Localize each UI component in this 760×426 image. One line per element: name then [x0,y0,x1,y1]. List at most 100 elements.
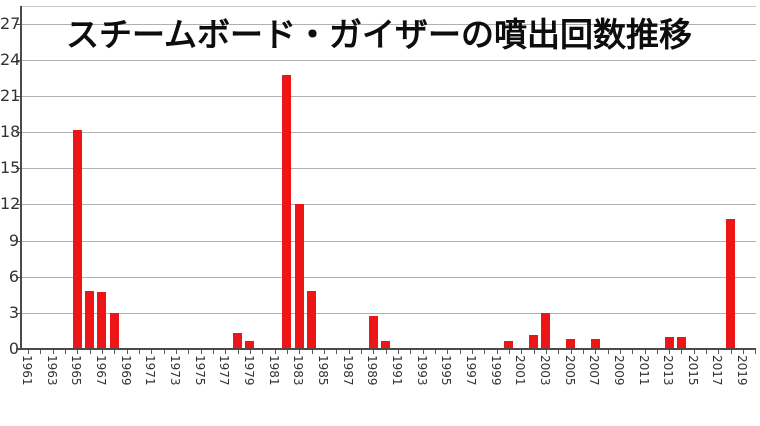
x-axis-label-2003: 2003 [538,355,552,386]
x-axis-label-1977: 1977 [217,355,231,386]
x-axis-label-1985: 1985 [316,355,330,386]
x-axis-tick-1962 [40,350,41,354]
x-axis-label-2005: 2005 [563,355,577,386]
x-axis-tick-2014 [681,350,682,354]
y-axis-label-24: 24 [0,50,21,69]
x-axis-tick-1988 [361,350,362,354]
x-axis-tick-2007 [595,350,596,354]
x-axis-label-2001: 2001 [513,355,527,386]
y-axis-tick-6 [16,277,21,278]
y-axis-label-9: 9 [8,231,19,250]
y-axis-tick-21 [16,96,21,97]
y-axis-tick-18 [16,132,21,133]
bar-1982 [282,75,291,348]
x-axis-tick-1965 [77,350,78,354]
x-axis-tick-1972 [164,350,165,354]
x-axis-label-1997: 1997 [464,355,478,386]
x-axis-label-1961: 1961 [20,355,34,386]
x-axis-tick-2001 [521,350,522,354]
bar-2013 [665,337,674,348]
x-axis-tick-2004 [558,350,559,354]
x-axis-tick-1995 [447,350,448,354]
x-axis-label-1981: 1981 [267,355,281,386]
y-axis-label-0: 0 [8,339,19,358]
x-axis-label-1991: 1991 [390,355,404,386]
x-axis-label-2011: 2011 [637,355,651,386]
x-axis-line [16,348,756,350]
y-axis-label-3: 3 [8,303,19,322]
x-axis-tick-1964 [65,350,66,354]
x-axis-tick-1994 [435,350,436,354]
x-axis-tick-2017 [718,350,719,354]
x-axis-tick-1990 [386,350,387,354]
x-axis-label-2017: 2017 [710,355,724,386]
x-axis-tick-1996 [460,350,461,354]
x-axis-tick-1986 [336,350,337,354]
x-axis-tick-1991 [398,350,399,354]
x-axis-label-1995: 1995 [439,355,453,386]
y-axis-label-18: 18 [0,122,21,141]
y-axis-tick-15 [16,168,21,169]
y-axis-label-12: 12 [0,194,21,213]
chart-title: スチームボード・ガイザーの噴出回数推移 [66,15,693,54]
bar-2007 [591,339,600,348]
x-axis-label-1979: 1979 [242,355,256,386]
bar-1968 [110,313,119,348]
x-axis-tick-2016 [706,350,707,354]
x-axis-tick-2005 [571,350,572,354]
x-axis-tick-1982 [287,350,288,354]
bar-1966 [85,291,94,348]
x-axis-label-1989: 1989 [365,355,379,386]
x-axis-tick-1963 [53,350,54,354]
x-axis-tick-2012 [657,350,658,354]
x-axis-tick-1976 [213,350,214,354]
x-axis-tick-1980 [262,350,263,354]
y-axis-label-21: 21 [0,86,21,105]
bar-2014 [677,337,686,348]
x-axis-label-1969: 1969 [119,355,133,386]
gridline-27 [20,24,756,25]
x-axis-tick-1970 [139,350,140,354]
x-axis-tick-2002 [534,350,535,354]
bar-1978 [233,333,242,348]
y-axis-tick-12 [16,204,21,205]
x-axis-tick-1968 [114,350,115,354]
bar-2003 [541,313,550,348]
x-axis-tick-1967 [102,350,103,354]
x-axis-label-1973: 1973 [168,355,182,386]
x-axis-tick-1983 [299,350,300,354]
x-axis-label-1983: 1983 [291,355,305,386]
x-axis-label-1975: 1975 [193,355,207,386]
bar-2005 [566,339,575,348]
x-axis-tick-2020 [755,350,756,354]
bar-1967 [97,292,106,348]
y-axis-line [20,6,22,350]
y-axis-label-6: 6 [8,267,19,286]
x-axis-tick-2013 [669,350,670,354]
bar-1984 [307,291,316,348]
x-axis-tick-1992 [410,350,411,354]
x-axis-tick-1975 [201,350,202,354]
bar-2000 [504,341,513,348]
y-axis-tick-9 [16,241,21,242]
bar-1979 [245,341,254,348]
bar-2018 [726,219,735,348]
x-axis-label-2013: 2013 [661,355,675,386]
plot-area-top-border [20,6,756,7]
x-axis-tick-1974 [188,350,189,354]
bar-1989 [369,316,378,348]
x-axis-label-1967: 1967 [94,355,108,386]
x-axis-tick-2006 [583,350,584,354]
bar-1990 [381,341,390,348]
x-axis-tick-2009 [620,350,621,354]
gridline-18 [20,132,756,133]
gridline-15 [20,168,756,169]
x-axis-label-1993: 1993 [415,355,429,386]
x-axis-tick-1987 [349,350,350,354]
x-axis-tick-1981 [275,350,276,354]
x-axis-tick-2018 [731,350,732,354]
x-axis-label-1987: 1987 [341,355,355,386]
x-axis-tick-1971 [151,350,152,354]
x-axis-label-2007: 2007 [587,355,601,386]
gridline-9 [20,241,756,242]
